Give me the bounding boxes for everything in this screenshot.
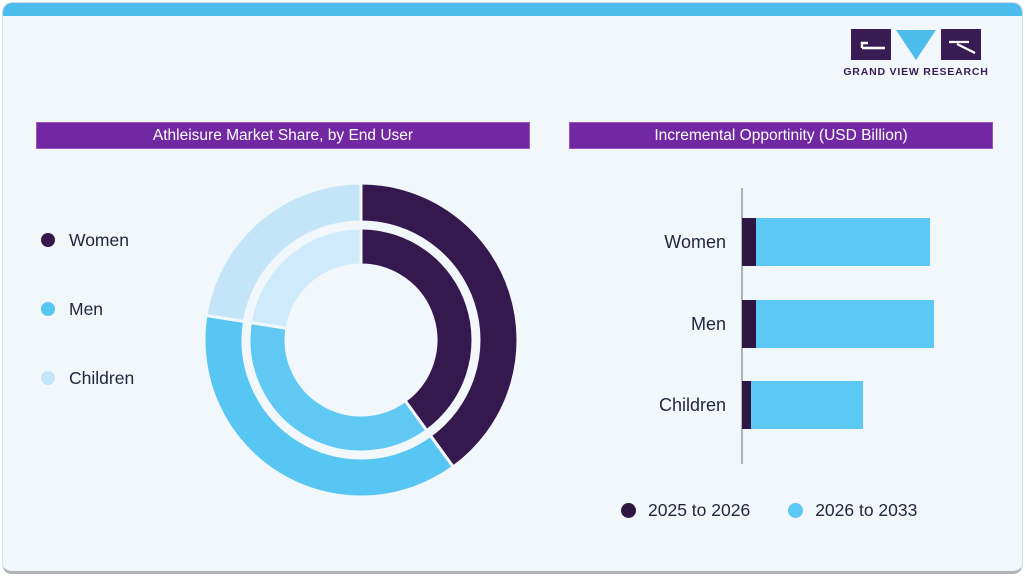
bar-track: [742, 381, 863, 429]
bar-row-men: Men: [593, 299, 1013, 348]
bar-track: [742, 299, 934, 348]
bar-chart-axis: [741, 188, 743, 464]
donut-segment-inner-children: [248, 226, 363, 330]
gvr-logo: GRAND VIEW RESEARCH: [842, 29, 990, 78]
bar-segment-2026-2033: [756, 218, 930, 266]
bar-segment-2025-2026: [742, 218, 756, 266]
bar-segment-2025-2026: [742, 299, 756, 348]
donut-segment-outer-men: [202, 313, 456, 499]
gvr-logo-g-icon: [851, 29, 891, 60]
top-accent-strip: [3, 3, 1022, 16]
donut-legend-item-men: Men: [41, 298, 104, 319]
donut-legend-label: Men: [69, 298, 104, 319]
gvr-logo-wordmark: GRAND VIEW RESEARCH: [843, 66, 989, 78]
donut-segment-inner-women: [359, 226, 475, 433]
donut-legend-label: Women: [69, 229, 129, 250]
gvr-logo-r-icon: [941, 29, 981, 60]
bar-segment-2025-2026: [742, 381, 751, 429]
bar-row-children: Children: [593, 381, 1013, 429]
donut-segment-outer-women: [359, 181, 520, 470]
bar-category-label: Men: [690, 313, 726, 334]
women-legend-dot-icon: [41, 233, 55, 247]
men-legend-dot-icon: [41, 302, 55, 316]
children-legend-dot-icon: [41, 371, 55, 385]
gvr-logo-v-icon: [896, 29, 936, 60]
bar-chart-title: Incremental Opportinity (USD Billion): [569, 122, 993, 149]
bar-legend-item-2025-2026: 2025 to 2026: [621, 500, 750, 521]
bar-category-label: Women: [664, 232, 726, 252]
donut-segment-inner-men: [247, 320, 429, 454]
bar-track: [742, 218, 930, 266]
donut-legend-label: Children: [69, 367, 135, 388]
donut-legend-item-women: Women: [41, 229, 129, 250]
bar-legend-label: 2025 to 2026: [648, 500, 751, 520]
bar-row-women: Women: [593, 218, 1013, 266]
donut-chart: [202, 181, 520, 499]
donut-segment-outer-children: [204, 181, 363, 324]
donut-chart-title: Athleisure Market Share, by End User: [36, 122, 530, 149]
gvr-logo-marks: [851, 29, 981, 60]
bar-category-label: Children: [658, 395, 726, 415]
donut-legend-item-children: Children: [41, 367, 135, 388]
period-2-legend-dot-icon: [788, 503, 804, 518]
bar-chart-legend: 2025 to 2026 2026 to 2033: [621, 500, 917, 521]
bar-legend-label: 2026 to 2033: [815, 500, 918, 520]
bar-legend-item-2026-2033: 2026 to 2033: [788, 500, 917, 521]
bar-segment-2026-2033: [751, 381, 863, 429]
period-1-legend-dot-icon: [621, 503, 636, 518]
bar-segment-2026-2033: [756, 299, 934, 348]
